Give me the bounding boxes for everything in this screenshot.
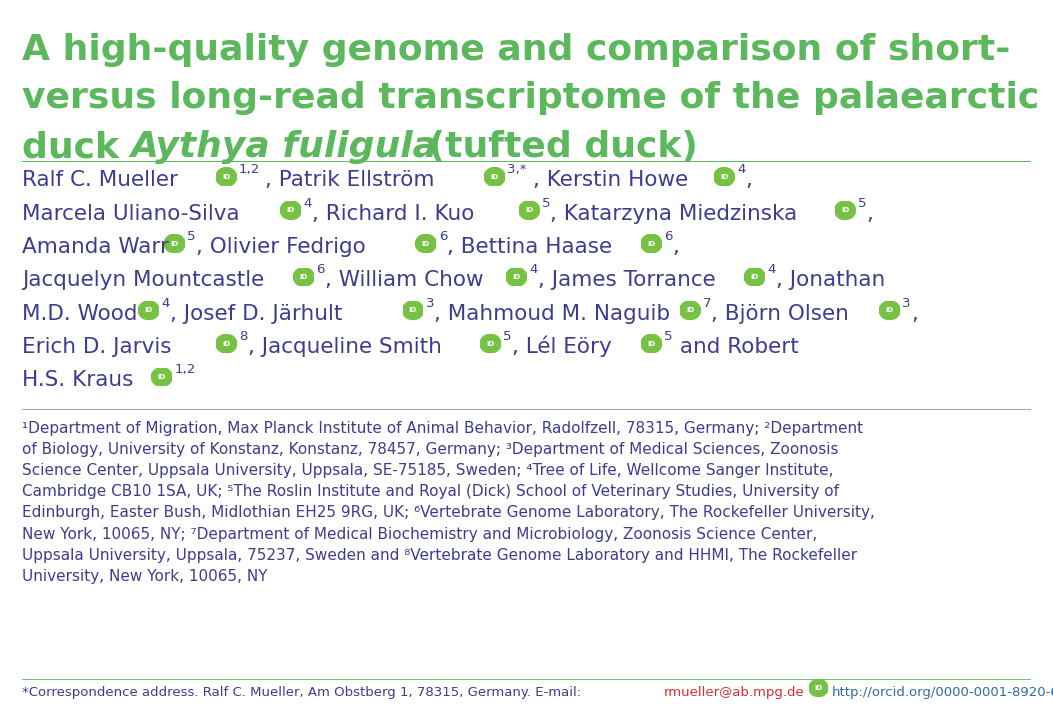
Text: , Patrik Ellström: , Patrik Ellström [264, 170, 434, 191]
Text: , Josef D. Järhult: , Josef D. Järhult [170, 304, 342, 324]
Text: iD: iD [486, 341, 495, 347]
Text: iD: iD [886, 307, 894, 313]
Text: , Olivier Fedrigo: , Olivier Fedrigo [196, 237, 365, 257]
Text: , Katarzyna Miedzinska: , Katarzyna Miedzinska [551, 204, 798, 224]
Text: 4: 4 [161, 297, 170, 310]
Text: 3,*: 3,* [508, 163, 526, 176]
Circle shape [280, 201, 301, 220]
Circle shape [679, 301, 700, 320]
Text: ,: , [746, 170, 752, 191]
Text: A high-quality genome and comparison of short-: A high-quality genome and comparison of … [22, 33, 1011, 67]
Text: iD: iD [814, 685, 822, 691]
Text: *Correspondence address. Ralf C. Mueller, Am Obstberg 1, 78315, Germany. E-mail:: *Correspondence address. Ralf C. Mueller… [22, 686, 585, 699]
Circle shape [641, 234, 661, 253]
Text: (tufted duck): (tufted duck) [416, 130, 698, 165]
Text: 3: 3 [425, 297, 434, 310]
Text: 4: 4 [737, 163, 746, 176]
Text: , Björn Olsen: , Björn Olsen [712, 304, 849, 324]
Text: Jacquelyn Mountcastle: Jacquelyn Mountcastle [22, 270, 264, 291]
Text: iD: iD [158, 374, 165, 380]
Text: iD: iD [525, 207, 534, 213]
Text: iD: iD [841, 207, 849, 213]
Circle shape [480, 334, 501, 353]
Text: 1,2: 1,2 [175, 363, 196, 376]
Text: 5: 5 [664, 330, 673, 343]
Text: iD: iD [512, 274, 520, 280]
Text: , Jacqueline Smith: , Jacqueline Smith [247, 337, 441, 357]
Circle shape [641, 334, 661, 353]
Text: iD: iD [171, 241, 179, 247]
Text: iD: iD [648, 241, 655, 247]
Text: Marcela Uliano-Silva: Marcela Uliano-Silva [22, 204, 240, 224]
Text: iD: iD [222, 341, 231, 347]
Circle shape [138, 301, 159, 320]
Text: M.D. Wood: M.D. Wood [22, 304, 138, 324]
Text: , Lél Eöry: , Lél Eöry [512, 336, 612, 357]
Text: duck: duck [22, 130, 132, 165]
Circle shape [294, 268, 314, 286]
Text: iD: iD [422, 241, 430, 247]
Text: 4: 4 [768, 263, 776, 276]
Circle shape [164, 234, 185, 253]
Text: 7: 7 [702, 297, 712, 310]
Text: , Bettina Haase: , Bettina Haase [448, 237, 612, 257]
Text: rmueller@ab.mpg.de: rmueller@ab.mpg.de [663, 686, 804, 699]
Text: iD: iD [222, 174, 231, 180]
Text: iD: iD [144, 307, 153, 313]
Text: , Mahmoud M. Naguib: , Mahmoud M. Naguib [434, 304, 671, 324]
Text: iD: iD [751, 274, 759, 280]
Text: http://orcid.org/0000-0001-8920-6061: http://orcid.org/0000-0001-8920-6061 [832, 686, 1053, 699]
Text: and Robert: and Robert [673, 337, 798, 357]
Circle shape [402, 301, 423, 320]
Text: ,: , [911, 304, 918, 324]
Text: 6: 6 [317, 263, 325, 276]
Text: versus long-read transcriptome of the palaearctic: versus long-read transcriptome of the pa… [22, 81, 1039, 115]
Circle shape [714, 167, 735, 186]
Text: ¹Department of Migration, Max Planck Institute of Animal Behavior, Radolfzell, 7: ¹Department of Migration, Max Planck Ins… [22, 420, 875, 584]
Text: ,: , [673, 237, 679, 257]
Text: , Jonathan: , Jonathan [776, 270, 886, 291]
Text: 5: 5 [503, 330, 512, 343]
Circle shape [216, 167, 237, 186]
Text: Erich D. Jarvis: Erich D. Jarvis [22, 337, 172, 357]
Text: , Richard I. Kuo: , Richard I. Kuo [312, 204, 475, 224]
Text: 8: 8 [239, 330, 247, 343]
Text: , Kerstin Howe: , Kerstin Howe [533, 170, 689, 191]
Circle shape [519, 201, 539, 220]
Text: 6: 6 [439, 230, 448, 243]
Text: iD: iD [300, 274, 307, 280]
Text: 4: 4 [303, 196, 312, 210]
Circle shape [416, 234, 436, 253]
Text: iD: iD [686, 307, 694, 313]
Text: 1,2: 1,2 [239, 163, 260, 176]
Text: , William Chow: , William Chow [325, 270, 483, 291]
Text: iD: iD [409, 307, 417, 313]
Text: Ralf C. Mueller: Ralf C. Mueller [22, 170, 178, 191]
Text: iD: iD [720, 174, 729, 180]
Text: iD: iD [286, 207, 295, 213]
Text: 6: 6 [664, 230, 673, 243]
Circle shape [152, 368, 172, 386]
Circle shape [809, 679, 828, 697]
Text: , James Torrance: , James Torrance [538, 270, 715, 291]
Circle shape [484, 167, 505, 186]
Circle shape [505, 268, 526, 286]
Circle shape [216, 334, 237, 353]
Text: 5: 5 [542, 196, 551, 210]
Text: Amanda Warr: Amanda Warr [22, 237, 170, 257]
Circle shape [835, 201, 855, 220]
Circle shape [879, 301, 900, 320]
Text: H.S. Kraus: H.S. Kraus [22, 370, 134, 391]
Circle shape [744, 268, 766, 286]
Text: iD: iD [648, 341, 655, 347]
Text: ,: , [867, 204, 873, 224]
Text: 5: 5 [187, 230, 196, 243]
Text: 3: 3 [902, 297, 911, 310]
Text: 4: 4 [529, 263, 537, 276]
Text: iD: iD [491, 174, 499, 180]
Text: 5: 5 [858, 196, 867, 210]
Text: Aythya fuligula: Aythya fuligula [131, 130, 437, 165]
